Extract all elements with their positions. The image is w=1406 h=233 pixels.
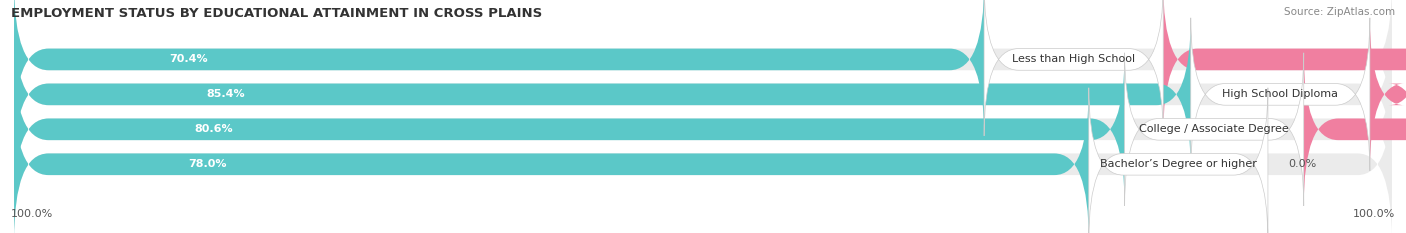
FancyBboxPatch shape	[14, 0, 984, 136]
FancyBboxPatch shape	[1303, 53, 1406, 206]
FancyBboxPatch shape	[1369, 18, 1406, 171]
Text: 80.6%: 80.6%	[194, 124, 233, 134]
Text: Source: ZipAtlas.com: Source: ZipAtlas.com	[1284, 7, 1395, 17]
Text: 100.0%: 100.0%	[1353, 209, 1395, 219]
FancyBboxPatch shape	[14, 18, 1191, 171]
FancyBboxPatch shape	[14, 88, 1392, 233]
FancyBboxPatch shape	[14, 88, 1088, 233]
Text: College / Associate Degree: College / Associate Degree	[1139, 124, 1289, 134]
Text: 0.0%: 0.0%	[1289, 159, 1317, 169]
FancyBboxPatch shape	[14, 53, 1125, 206]
FancyBboxPatch shape	[1125, 53, 1303, 206]
FancyBboxPatch shape	[14, 0, 1392, 136]
FancyBboxPatch shape	[984, 0, 1163, 136]
Text: Less than High School: Less than High School	[1012, 55, 1135, 64]
Text: Bachelor’s Degree or higher: Bachelor’s Degree or higher	[1099, 159, 1257, 169]
Text: 85.4%: 85.4%	[207, 89, 245, 99]
Text: High School Diploma: High School Diploma	[1222, 89, 1339, 99]
FancyBboxPatch shape	[1163, 0, 1406, 136]
FancyBboxPatch shape	[1191, 18, 1369, 171]
Text: EMPLOYMENT STATUS BY EDUCATIONAL ATTAINMENT IN CROSS PLAINS: EMPLOYMENT STATUS BY EDUCATIONAL ATTAINM…	[11, 7, 543, 20]
FancyBboxPatch shape	[14, 18, 1392, 171]
Text: 70.4%: 70.4%	[169, 55, 208, 64]
FancyBboxPatch shape	[14, 53, 1392, 206]
FancyBboxPatch shape	[1088, 88, 1268, 233]
Text: 78.0%: 78.0%	[188, 159, 226, 169]
Text: 100.0%: 100.0%	[11, 209, 53, 219]
